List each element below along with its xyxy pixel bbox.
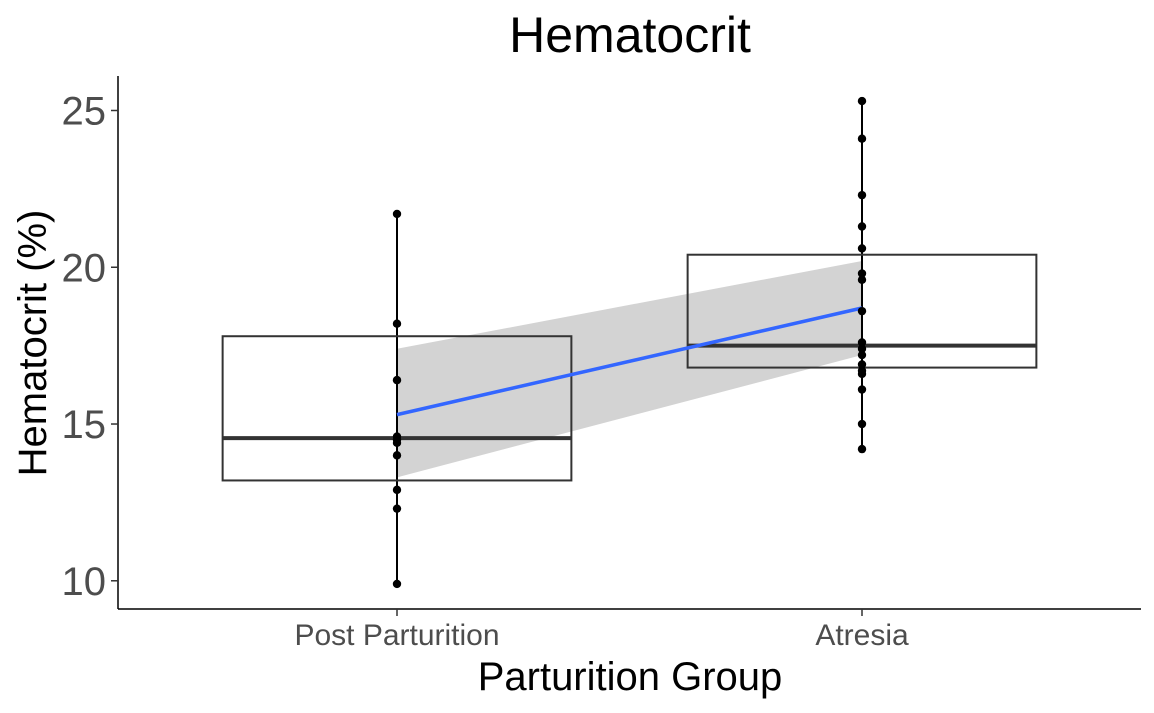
data-point: [857, 96, 867, 106]
box-iqr: [221, 335, 573, 482]
data-point: [392, 319, 402, 328]
trend-line-layer: [396, 306, 863, 417]
y-tick-label: 15: [62, 403, 107, 447]
data-point: [857, 306, 867, 316]
data-point: [857, 244, 867, 253]
data-point: [857, 385, 867, 394]
x-tick-layer: Post Parturition Atresia: [294, 609, 909, 652]
data-point: [392, 438, 402, 448]
data-point: [857, 344, 867, 353]
trend-confidence-band: [397, 260, 862, 478]
trend-line: [396, 306, 863, 417]
data-point: [392, 451, 402, 460]
data-point: [857, 222, 867, 231]
data-point: [392, 375, 402, 385]
data-point: [392, 485, 402, 495]
data-point-layer: [392, 96, 867, 589]
confidence-band-layer: [397, 260, 862, 478]
data-point: [392, 504, 402, 513]
data-point: [857, 269, 867, 278]
data-point: [857, 419, 867, 429]
data-point: [857, 275, 867, 284]
y-tick-layer: 10 15 20 25: [62, 89, 118, 604]
y-tick-label: 20: [62, 246, 107, 290]
data-point: [392, 209, 402, 219]
data-point: [857, 338, 867, 347]
data-point: [857, 360, 867, 369]
data-point: [392, 579, 402, 589]
y-tick-label: 10: [62, 560, 107, 604]
chart-title: Hematocrit: [509, 7, 751, 63]
data-point: [857, 444, 867, 454]
data-point: [857, 134, 867, 143]
x-tick-label: Post Parturition: [294, 619, 499, 652]
y-tick-label: 25: [62, 89, 107, 133]
x-tick-label: Atresia: [815, 619, 909, 652]
x-axis-title: Parturition Group: [478, 655, 783, 699]
data-point: [857, 350, 867, 360]
data-point: [857, 190, 867, 200]
y-axis-title: Hematocrit (%): [11, 210, 55, 477]
data-point: [857, 369, 867, 379]
